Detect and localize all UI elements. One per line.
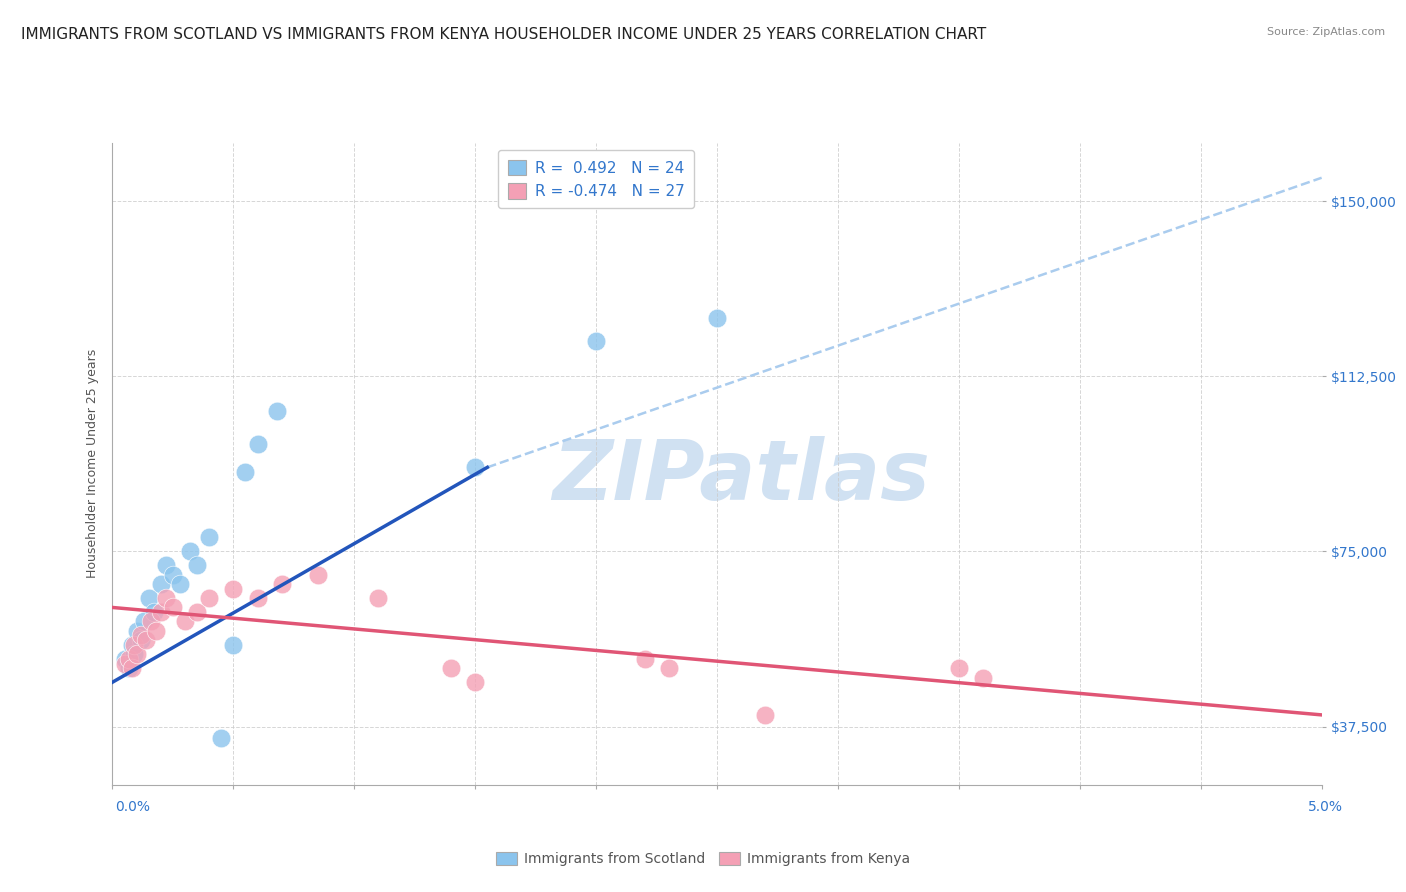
Text: ZIPatlas: ZIPatlas [553, 436, 931, 517]
Point [125, 624, 148, 638]
Point [246, 591, 269, 606]
Point [138, 591, 160, 606]
Text: IMMIGRANTS FROM SCOTLAND VS IMMIGRANTS FROM KENYA HOUSEHOLDER INCOME UNDER 25 YE: IMMIGRANTS FROM SCOTLAND VS IMMIGRANTS F… [21, 27, 987, 42]
Point [658, 661, 681, 675]
Point [585, 334, 607, 349]
Point [186, 558, 208, 573]
Point [198, 530, 221, 544]
Point [972, 671, 994, 685]
Point [149, 605, 172, 619]
Y-axis label: Householder Income Under 25 years: Householder Income Under 25 years [86, 349, 98, 579]
Point [179, 544, 201, 558]
Point [440, 661, 463, 675]
Point [209, 731, 232, 746]
Point [122, 638, 145, 652]
Point [118, 661, 141, 675]
Point [162, 567, 184, 582]
Point [155, 591, 177, 606]
Legend: Immigrants from Scotland, Immigrants from Kenya: Immigrants from Scotland, Immigrants fro… [491, 847, 915, 871]
Point [142, 605, 165, 619]
Point [135, 633, 157, 648]
Point [270, 577, 292, 591]
Point [464, 675, 486, 690]
Point [131, 633, 153, 648]
Point [367, 591, 389, 606]
Point [754, 707, 776, 722]
Point [198, 591, 221, 606]
Point [114, 657, 136, 671]
Point [222, 638, 245, 652]
Point [186, 605, 208, 619]
Point [114, 652, 136, 666]
Point [162, 600, 184, 615]
Point [118, 652, 141, 666]
Point [122, 647, 145, 661]
Point [174, 615, 197, 629]
Point [633, 652, 655, 666]
Point [155, 558, 177, 573]
Point [121, 638, 143, 652]
Text: 0.0%: 0.0% [115, 800, 150, 814]
Point [131, 628, 153, 642]
Point [266, 404, 288, 418]
Point [141, 615, 163, 629]
Point [149, 577, 172, 591]
Point [235, 465, 257, 479]
Point [706, 310, 728, 325]
Point [132, 615, 155, 629]
Text: 5.0%: 5.0% [1308, 800, 1343, 814]
Point [307, 567, 329, 582]
Legend: R =  0.492   N = 24, R = -0.474   N = 27: R = 0.492 N = 24, R = -0.474 N = 27 [498, 151, 695, 209]
Point [169, 577, 191, 591]
Point [121, 661, 143, 675]
Point [464, 460, 486, 475]
Point [125, 647, 148, 661]
Text: Source: ZipAtlas.com: Source: ZipAtlas.com [1267, 27, 1385, 37]
Point [222, 582, 245, 596]
Point [246, 437, 269, 451]
Point [948, 661, 970, 675]
Point [145, 624, 167, 638]
